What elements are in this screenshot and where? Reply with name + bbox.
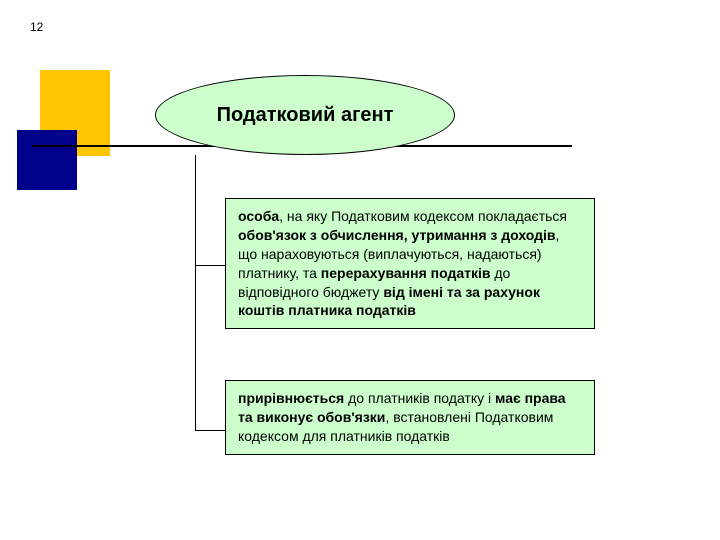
t1: , на яку Податковим кодексом — [279, 208, 474, 224]
definition-box-2: прирівнюється до платників податку і має… — [225, 380, 595, 455]
t2: покладається — [478, 208, 567, 224]
connector-to-box2 — [195, 430, 225, 431]
b3: перерахування податків — [321, 265, 491, 281]
decoration-blue-rect — [17, 130, 77, 190]
connector-to-box1 — [195, 265, 225, 266]
b1: особа — [238, 208, 279, 224]
title-oval: Податковий агент — [155, 75, 455, 155]
definition-box-1: особа, на яку Податковим кодексом поклад… — [225, 198, 595, 329]
b5: прирівнюється — [238, 390, 344, 406]
connector-vertical — [195, 155, 196, 430]
title-label: Податковий агент — [217, 104, 394, 127]
page-number: 12 — [30, 20, 43, 34]
b2: обов'язок з обчислення, утримання з дохо… — [238, 227, 556, 243]
t5: до платників податку і — [344, 390, 495, 406]
